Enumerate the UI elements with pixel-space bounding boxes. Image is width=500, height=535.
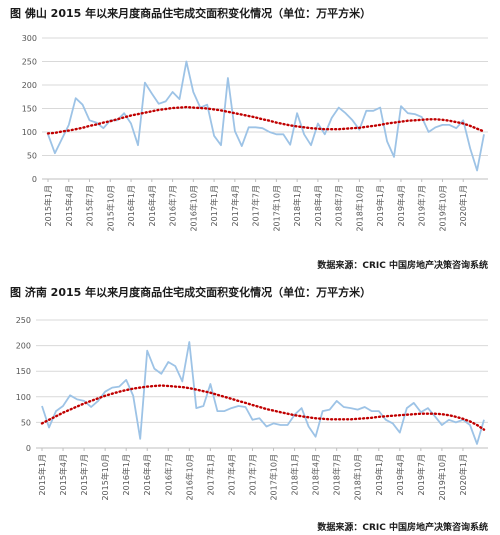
x-tick-label: 2015年1月 <box>43 185 53 226</box>
x-tick-label: 2017年4月 <box>230 185 240 226</box>
x-tick-label: 2019年7月 <box>416 454 426 495</box>
y-tick-label: 50 <box>21 418 31 427</box>
x-tick-label: 2017年10月 <box>269 454 279 501</box>
x-tick-label: 2018年10月 <box>354 185 364 232</box>
x-tick-label: 2015年7月 <box>79 454 89 495</box>
x-tick-label: 2020年1月 <box>458 454 468 495</box>
x-tick-label: 2018年10月 <box>353 454 363 501</box>
x-tick-label: 2015年7月 <box>85 185 95 226</box>
x-tick-label: 2016年10月 <box>188 185 198 232</box>
x-tick-label: 2019年4月 <box>395 454 405 495</box>
x-tick-label: 2018年1月 <box>292 185 302 226</box>
x-tick-label: 2015年10月 <box>105 185 115 232</box>
x-tick-label: 2016年1月 <box>126 185 136 226</box>
y-tick-label: 250 <box>16 316 31 325</box>
x-tick-label: 2017年10月 <box>271 185 281 232</box>
chart-jinan: 0 50 100 150 200 250 2015年1月 2015年4月 2015年7月 2015… <box>16 316 488 501</box>
x-tick-label: 2018年1月 <box>290 454 300 495</box>
series-line <box>41 341 485 445</box>
y-tick-label: 100 <box>16 393 31 402</box>
chart-title-1: 图 佛山 2015 年以来月度商品住宅成交面积变化情况（单位：万平方米） <box>10 7 372 20</box>
x-tick-label: 2017年7月 <box>251 185 261 226</box>
x-tick-label: 2018年7月 <box>334 185 344 226</box>
x-tick-label: 2019年10月 <box>437 454 447 501</box>
y-tick-label: 150 <box>22 105 37 114</box>
x-tick-label: 2020年1月 <box>458 185 468 226</box>
x-tick-label: 2016年10月 <box>184 454 194 501</box>
x-tick-label: 2016年1月 <box>121 454 131 495</box>
x-tick-label: 2016年7月 <box>163 454 173 495</box>
y-tick-label: 100 <box>22 128 37 137</box>
series-line <box>47 60 485 172</box>
x-tick-label: 2017年7月 <box>247 454 257 495</box>
x-tick-label: 2015年4月 <box>64 185 74 226</box>
x-tick-label: 2016年7月 <box>168 185 178 226</box>
x-tick-label: 2016年4月 <box>142 454 152 495</box>
x-tick-label: 2015年1月 <box>37 454 47 495</box>
chart-title-2: 图 济南 2015 年以来月度商品住宅成交面积变化情况（单位：万平方米） <box>10 286 372 299</box>
chart-foshan: 0 50 100 150 200 250 300 2015年1月 2015年4月 2015年7月 2… <box>22 34 488 232</box>
chart-source-1: 数据来源：CRIC 中国房地产决策咨询系统 <box>317 261 488 271</box>
x-tick-label: 2018年4月 <box>313 185 323 226</box>
y-tick-label: 250 <box>22 58 37 67</box>
x-tick-label: 2017年1月 <box>205 454 215 495</box>
y-tick-label: 50 <box>27 152 37 161</box>
y-tick-label: 300 <box>22 34 37 43</box>
x-tick-label: 2018年7月 <box>332 454 342 495</box>
x-tick-label: 2019年1月 <box>374 454 384 495</box>
x-tick-label: 2017年1月 <box>209 185 219 226</box>
y-tick-label: 200 <box>16 342 31 351</box>
x-tick-label: 2019年4月 <box>396 185 406 226</box>
x-tick-label: 2019年10月 <box>437 185 447 232</box>
x-tick-label: 2018年4月 <box>311 454 321 495</box>
chart-source-2: 数据来源：CRIC 中国房地产决策咨询系统 <box>317 523 488 533</box>
x-tick-label: 2019年7月 <box>417 185 427 226</box>
x-tick-label: 2015年4月 <box>58 454 68 495</box>
x-tick-label: 2016年4月 <box>147 185 157 226</box>
y-tick-label: 0 <box>32 175 37 184</box>
trend-line <box>40 384 486 431</box>
x-tick-label: 2017年4月 <box>226 454 236 495</box>
y-tick-label: 150 <box>16 367 31 376</box>
y-tick-label: 0 <box>26 444 31 453</box>
trend-line <box>46 105 486 135</box>
x-tick-label: 2015年10月 <box>100 454 110 501</box>
y-tick-label: 200 <box>22 81 37 90</box>
x-tick-label: 2019年1月 <box>375 185 385 226</box>
